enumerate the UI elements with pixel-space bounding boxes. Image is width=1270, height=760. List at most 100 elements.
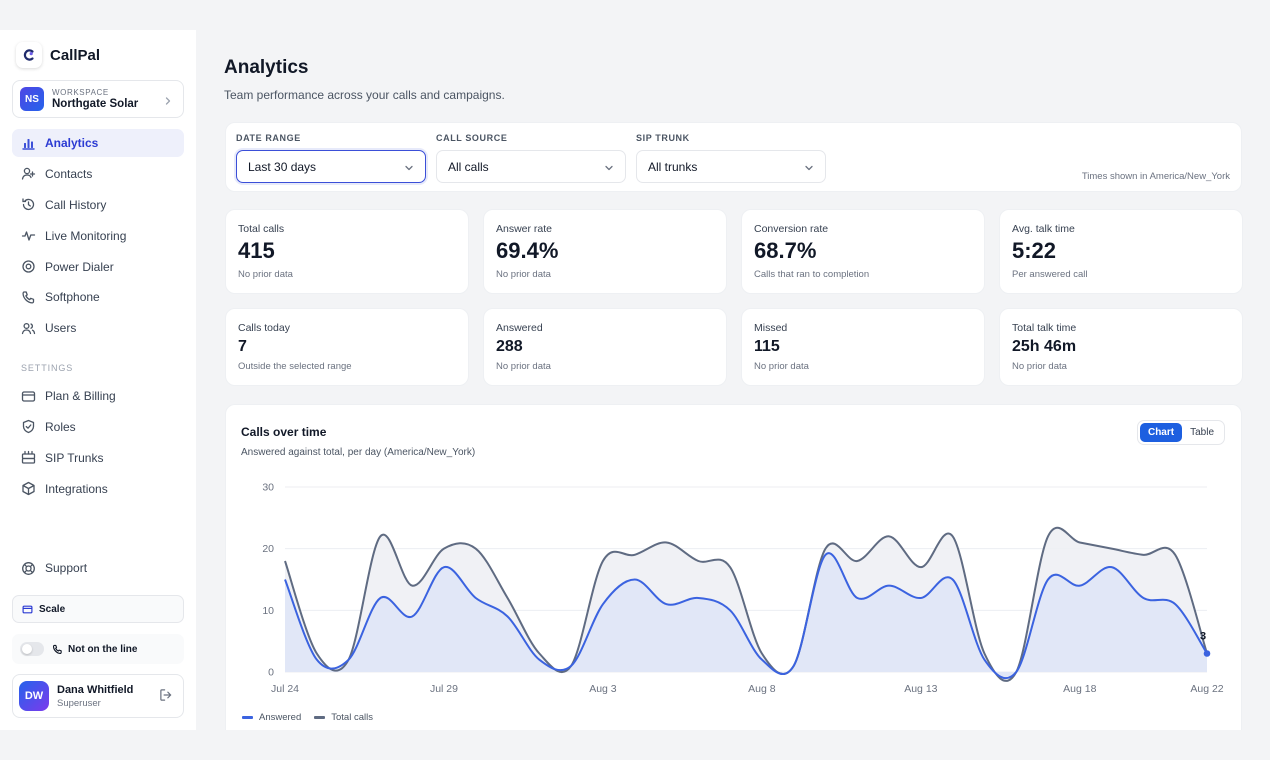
stat-label: Answered (496, 322, 543, 334)
sidebar-item-support[interactable]: Support (12, 554, 184, 582)
date-range-label: DATE RANGE (236, 133, 301, 143)
line-answered (284, 552, 1208, 680)
call-source-label: CALL SOURCE (436, 133, 508, 143)
last-point (1203, 650, 1211, 657)
sidebar-item-label: Live Monitoring (45, 228, 127, 243)
sidebar-item-integrations[interactable]: Integrations (12, 475, 184, 503)
callpal-logo-icon (16, 42, 42, 68)
sidebar-item-sip-trunks[interactable]: SIP Trunks (12, 444, 184, 472)
chart-legend: Answered Total calls (242, 712, 373, 723)
sidebar-item-label: Support (45, 561, 88, 575)
x-tick-label: Aug 3 (589, 683, 617, 695)
shield-icon (20, 419, 36, 435)
stat-note: No prior data (754, 361, 809, 372)
line-status: Not on the line (12, 634, 184, 664)
support-nav: Support (12, 554, 184, 585)
sidebar-item-call-history[interactable]: Call History (12, 191, 184, 219)
chart-subtitle: Answered against total, per day (America… (241, 447, 476, 458)
date-range-filter: DATE RANGE Last 30 days (236, 133, 426, 183)
stat-card-avg-talk-time: Avg. talk time 5:22 Per answered call (999, 209, 1243, 294)
workspace-avatar: NS (20, 87, 44, 111)
brand[interactable]: CallPal (16, 42, 100, 68)
stat-note: No prior data (496, 269, 551, 280)
credit-card-icon (20, 388, 36, 404)
sidebar-item-label: Users (45, 321, 77, 336)
table-view-button[interactable]: Table (1190, 427, 1214, 438)
sidebar-item-label: Contacts (45, 166, 93, 181)
plan-badge[interactable]: Scale (12, 595, 184, 623)
workspace-switcher[interactable]: NS WORKSPACE Northgate Solar (12, 80, 184, 118)
call-source-filter: CALL SOURCE All calls (436, 133, 626, 183)
stat-card-answer-rate: Answer rate 69.4% No prior data (483, 209, 727, 294)
stat-label: Calls today (238, 322, 290, 334)
sidebar-item-softphone[interactable]: Softphone (12, 283, 184, 311)
stat-card-total-calls: Total calls 415 No prior data (225, 209, 469, 294)
lifebuoy-icon (20, 560, 36, 576)
chart-view-button[interactable]: Chart (1139, 423, 1183, 442)
line-status-toggle[interactable] (20, 642, 44, 656)
stat-label: Answer rate (496, 223, 553, 235)
chart-title: Calls over time (241, 425, 327, 439)
user-profile[interactable]: DW Dana Whitfield Superuser (12, 674, 184, 718)
sidebar-item-contacts[interactable]: Contacts (12, 160, 184, 188)
sidebar-item-analytics[interactable]: Analytics (12, 129, 184, 157)
sip-trunk-filter: SIP TRUNK All trunks (636, 133, 826, 183)
main-nav: Analytics Contacts Call History Live Mon… (12, 129, 184, 345)
sidebar-item-plan-billing[interactable]: Plan & Billing (12, 382, 184, 410)
legend-label: Answered (259, 712, 302, 723)
settings-section-label: SETTINGS (21, 363, 74, 373)
stat-card-calls-today: Calls today 7 Outside the selected range (225, 308, 469, 386)
calls-over-time-chart: 0 10 20 30 Jul 24 Jul 29 Aug 3 Aug 8 Aug 13 Aug 1… (262, 482, 1223, 696)
stat-note: No prior data (238, 269, 293, 280)
sidebar-item-label: Power Dialer (45, 259, 114, 274)
stat-value: 69.4% (496, 238, 559, 263)
date-range-value: Last 30 days (248, 159, 317, 174)
x-tick-label: Aug 13 (904, 683, 937, 695)
sip-trunk-value: All trunks (648, 159, 698, 174)
stat-card-total-talk-time: Total talk time 25h 46m No prior data (999, 308, 1243, 386)
line-status-label: Not on the line (68, 643, 138, 655)
server-icon (20, 450, 36, 466)
sidebar-item-label: Analytics (45, 136, 99, 150)
sidebar-item-live-monitoring[interactable]: Live Monitoring (12, 222, 184, 250)
y-tick-label: 30 (262, 482, 274, 494)
stat-value: 288 (496, 338, 523, 355)
stat-value: 7 (238, 338, 247, 355)
legend-swatch (242, 716, 253, 719)
area-answered (285, 553, 1207, 679)
stat-label: Total calls (238, 223, 285, 235)
dialer-icon (20, 259, 36, 275)
legend-label: Total calls (331, 712, 373, 723)
last-value-label: 3 (1200, 631, 1206, 643)
stat-label: Conversion rate (754, 223, 829, 235)
chevron-down-icon (804, 162, 814, 176)
workspace-name: Northgate Solar (52, 98, 139, 110)
stat-card-conversion-rate: Conversion rate 68.7% Calls that ran to … (741, 209, 985, 294)
credit-card-icon (22, 604, 33, 615)
timezone-note: Times shown in America/New_York (1081, 171, 1230, 182)
stat-value: 415 (238, 238, 275, 263)
stat-note: Calls that ran to completion (754, 269, 870, 280)
sidebar-item-label: Roles (45, 419, 76, 434)
stat-label: Missed (754, 322, 788, 334)
date-range-select[interactable]: Last 30 days (236, 150, 426, 183)
bar-chart-icon (20, 135, 36, 151)
sidebar-item-roles[interactable]: Roles (12, 413, 184, 441)
users-icon (20, 320, 36, 336)
stat-value: 68.7% (754, 238, 817, 263)
stat-note: No prior data (496, 361, 551, 372)
call-source-select[interactable]: All calls (436, 150, 626, 183)
stat-label: Avg. talk time (1012, 223, 1075, 235)
legend-swatch (314, 716, 326, 719)
sidebar-item-power-dialer[interactable]: Power Dialer (12, 253, 184, 281)
stat-note: Outside the selected range (238, 361, 352, 372)
chevron-down-icon (404, 162, 414, 176)
sip-trunk-select[interactable]: All trunks (636, 150, 826, 183)
sidebar: CallPal NS WORKSPACE Northgate Solar Ana… (0, 30, 196, 730)
logout-icon[interactable] (159, 688, 173, 707)
view-toggle: Chart Table (1136, 420, 1225, 445)
legend-item-total-calls[interactable]: Total calls (314, 712, 373, 723)
legend-item-answered[interactable]: Answered (242, 712, 301, 723)
filter-bar: DATE RANGE Last 30 days CALL SOURCE All … (225, 122, 1242, 192)
sidebar-item-users[interactable]: Users (12, 314, 184, 342)
